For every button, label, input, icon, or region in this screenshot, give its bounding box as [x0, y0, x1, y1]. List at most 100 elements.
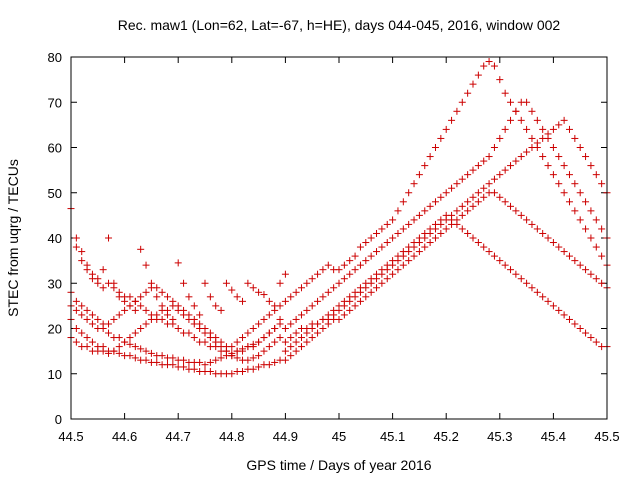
data-point: [507, 162, 515, 170]
data-point: [469, 166, 477, 174]
data-point: [464, 207, 472, 215]
data-point: [442, 189, 450, 197]
data-point: [351, 252, 359, 260]
data-point: [244, 356, 252, 364]
data-point: [437, 134, 445, 142]
data-point: [383, 239, 391, 247]
data-point: [228, 343, 236, 351]
data-point: [212, 356, 220, 364]
data-point: [255, 363, 263, 371]
data-point: [335, 315, 343, 323]
data-point: [592, 216, 600, 224]
data-point: [373, 270, 381, 278]
data-point: [180, 363, 188, 371]
data-point: [292, 288, 300, 296]
data-point: [576, 216, 584, 224]
data-point: [480, 243, 488, 251]
data-point: [249, 354, 257, 362]
data-point: [233, 347, 241, 355]
data-point: [78, 257, 86, 265]
data-point: [260, 291, 268, 299]
y-tick-label: 60: [48, 141, 62, 156]
data-point: [517, 153, 525, 161]
data-point: [490, 189, 498, 197]
data-point: [153, 284, 161, 292]
data-point: [249, 365, 257, 373]
data-point: [137, 302, 145, 310]
data-point: [255, 288, 263, 296]
data-point: [453, 180, 461, 188]
data-point: [239, 334, 247, 342]
data-point: [222, 352, 230, 360]
data-point: [131, 329, 139, 337]
y-axis-title: STEC from uqrg / TECUs: [5, 159, 21, 317]
data-point: [571, 207, 579, 215]
data-point: [201, 325, 209, 332]
data-point: [507, 98, 515, 106]
data-point: [324, 261, 332, 269]
x-tick-label: 45.3: [487, 429, 512, 444]
data-point: [421, 162, 429, 170]
data-point: [598, 225, 606, 233]
data-point: [592, 275, 600, 283]
data-point: [137, 245, 145, 253]
data-point: [206, 367, 214, 375]
data-point: [458, 225, 466, 233]
data-point: [239, 297, 247, 305]
data-point: [196, 311, 204, 319]
data-point: [549, 239, 557, 247]
data-point: [405, 220, 413, 228]
y-tick-label: 80: [48, 50, 62, 65]
data-point: [94, 279, 102, 287]
data-point: [287, 320, 295, 328]
data-point: [265, 311, 273, 319]
data-point: [560, 162, 568, 170]
data-point: [565, 315, 573, 323]
data-point: [185, 293, 193, 301]
data-point: [249, 340, 257, 348]
data-point: [512, 270, 520, 278]
data-point: [576, 144, 584, 151]
x-axis-title: GPS time / Days of year 2016: [246, 457, 431, 473]
data-point: [206, 329, 214, 337]
data-point: [528, 107, 536, 115]
data-point: [115, 334, 123, 342]
data-point: [174, 325, 182, 332]
data-point: [485, 58, 493, 66]
data-point: [405, 189, 413, 197]
data-point: [421, 229, 429, 237]
data-point: [180, 356, 188, 364]
data-point: [356, 243, 364, 251]
data-point: [163, 306, 171, 314]
data-point: [517, 116, 525, 124]
data-point: [512, 157, 520, 165]
data-point: [99, 284, 107, 292]
data-point: [217, 306, 225, 314]
data-point: [496, 171, 504, 179]
data-point: [373, 248, 381, 256]
data-point: [110, 315, 118, 323]
data-point: [131, 297, 139, 305]
data-point: [217, 338, 225, 346]
data-point: [587, 207, 595, 215]
data-point: [389, 234, 397, 242]
data-point: [115, 349, 123, 357]
data-point: [565, 171, 573, 179]
data-point: [276, 279, 284, 287]
data-point: [464, 171, 472, 179]
data-point: [271, 306, 279, 314]
data-point: [356, 297, 364, 305]
data-point: [255, 320, 263, 328]
data-point: [83, 261, 91, 269]
x-tick-label: 44.5: [58, 429, 83, 444]
data-point: [121, 306, 129, 314]
data-point: [539, 293, 547, 301]
y-tick-label: 20: [48, 322, 62, 337]
data-point: [544, 297, 552, 305]
data-point: [533, 225, 541, 233]
data-point: [394, 252, 402, 260]
y-tick-label: 70: [48, 95, 62, 110]
data-point: [555, 243, 563, 251]
data-point: [346, 270, 354, 278]
data-point: [83, 343, 91, 351]
